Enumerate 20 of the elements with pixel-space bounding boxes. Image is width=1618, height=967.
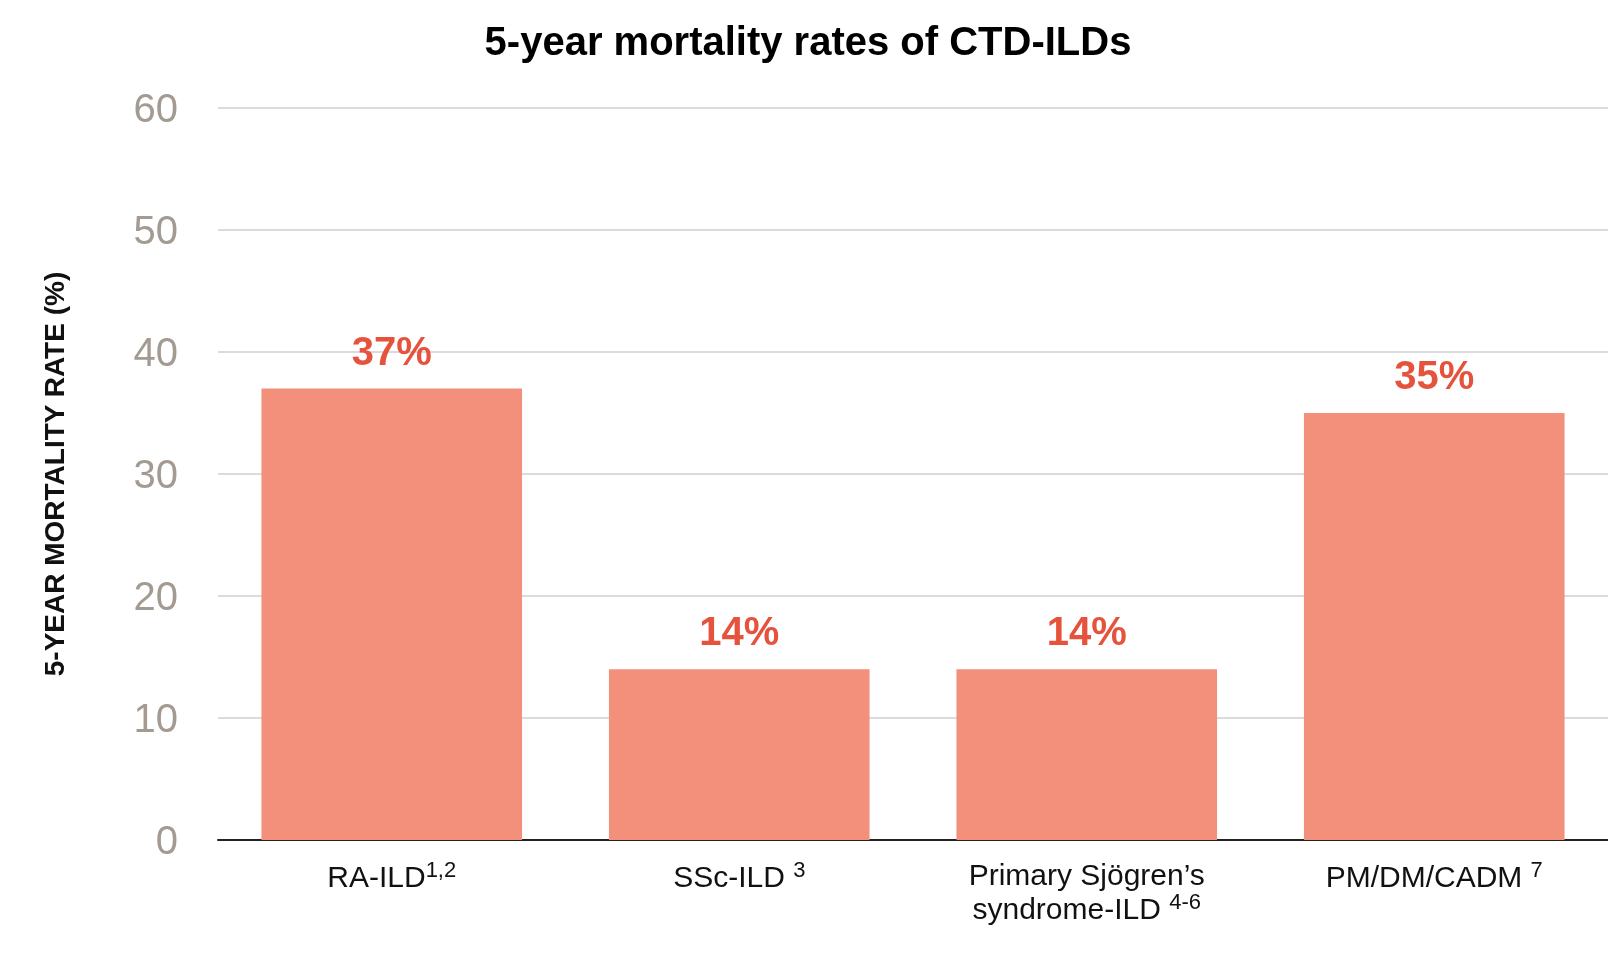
y-tick-label: 30	[133, 452, 178, 496]
y-tick-label: 50	[133, 208, 178, 252]
bar	[608, 669, 870, 840]
y-tick-label: 0	[155, 818, 178, 862]
bar	[1303, 413, 1565, 840]
y-tick-label: 10	[133, 696, 178, 740]
x-tick-label: Primary Sjögren’s syndrome-ILD 4-6	[968, 857, 1205, 925]
y-axis-title: 5-YEAR MORTALITY RATE (%)	[38, 271, 70, 677]
x-tick-label: PM/DM/CADM 7	[1325, 856, 1543, 893]
data-label: 14%	[699, 609, 780, 654]
y-tick-label: 60	[133, 86, 178, 130]
y-tick-label: 40	[133, 330, 178, 374]
data-label: 37%	[351, 328, 432, 373]
y-tick-label: 20	[133, 574, 178, 618]
data-label: 35%	[1394, 353, 1475, 397]
x-tick-label: SSc-ILD 3	[673, 856, 806, 893]
chart-title: 5-year mortality rates of CTD-ILDs	[484, 19, 1132, 63]
data-label: 14%	[1046, 609, 1127, 654]
bar	[261, 388, 523, 840]
bar	[956, 669, 1218, 840]
